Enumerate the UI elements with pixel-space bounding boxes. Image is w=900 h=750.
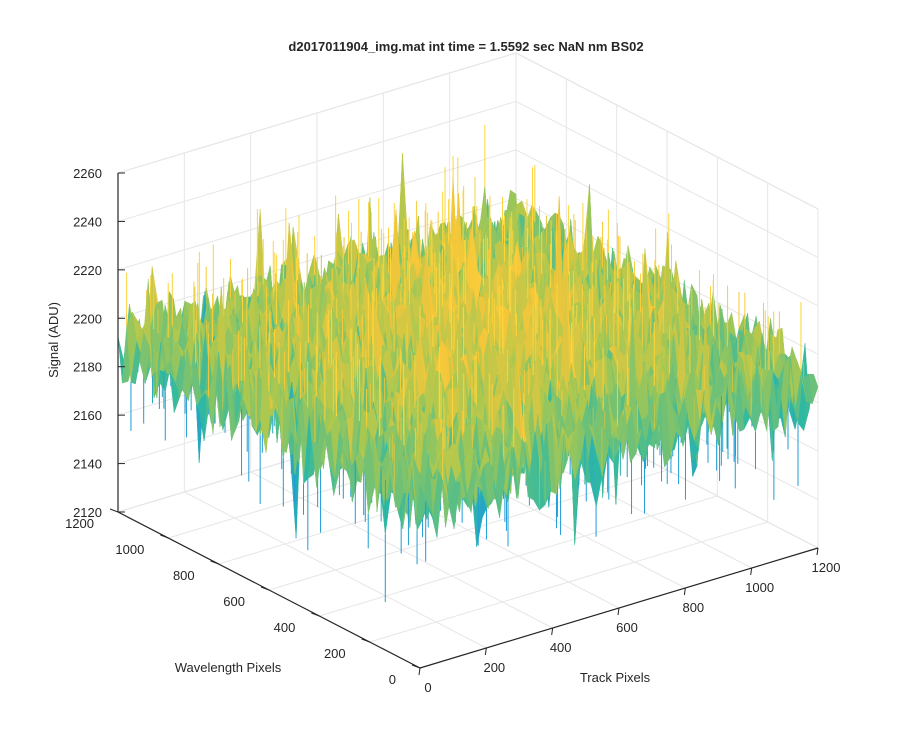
floor-grid-line xyxy=(268,469,668,591)
wall-grid-line xyxy=(117,149,517,271)
chart-title: d2017011904_img.mat int time = 1.5592 se… xyxy=(288,39,643,54)
wall-grid-line xyxy=(117,52,517,174)
wall-grid-line xyxy=(515,52,819,210)
floor-grid-line xyxy=(319,495,718,617)
wall-grid-line xyxy=(515,100,819,258)
wall-grid-line xyxy=(117,100,517,222)
wall-grid-line xyxy=(515,149,819,307)
surface-mesh xyxy=(117,124,819,603)
floor-grid-line xyxy=(369,521,768,643)
